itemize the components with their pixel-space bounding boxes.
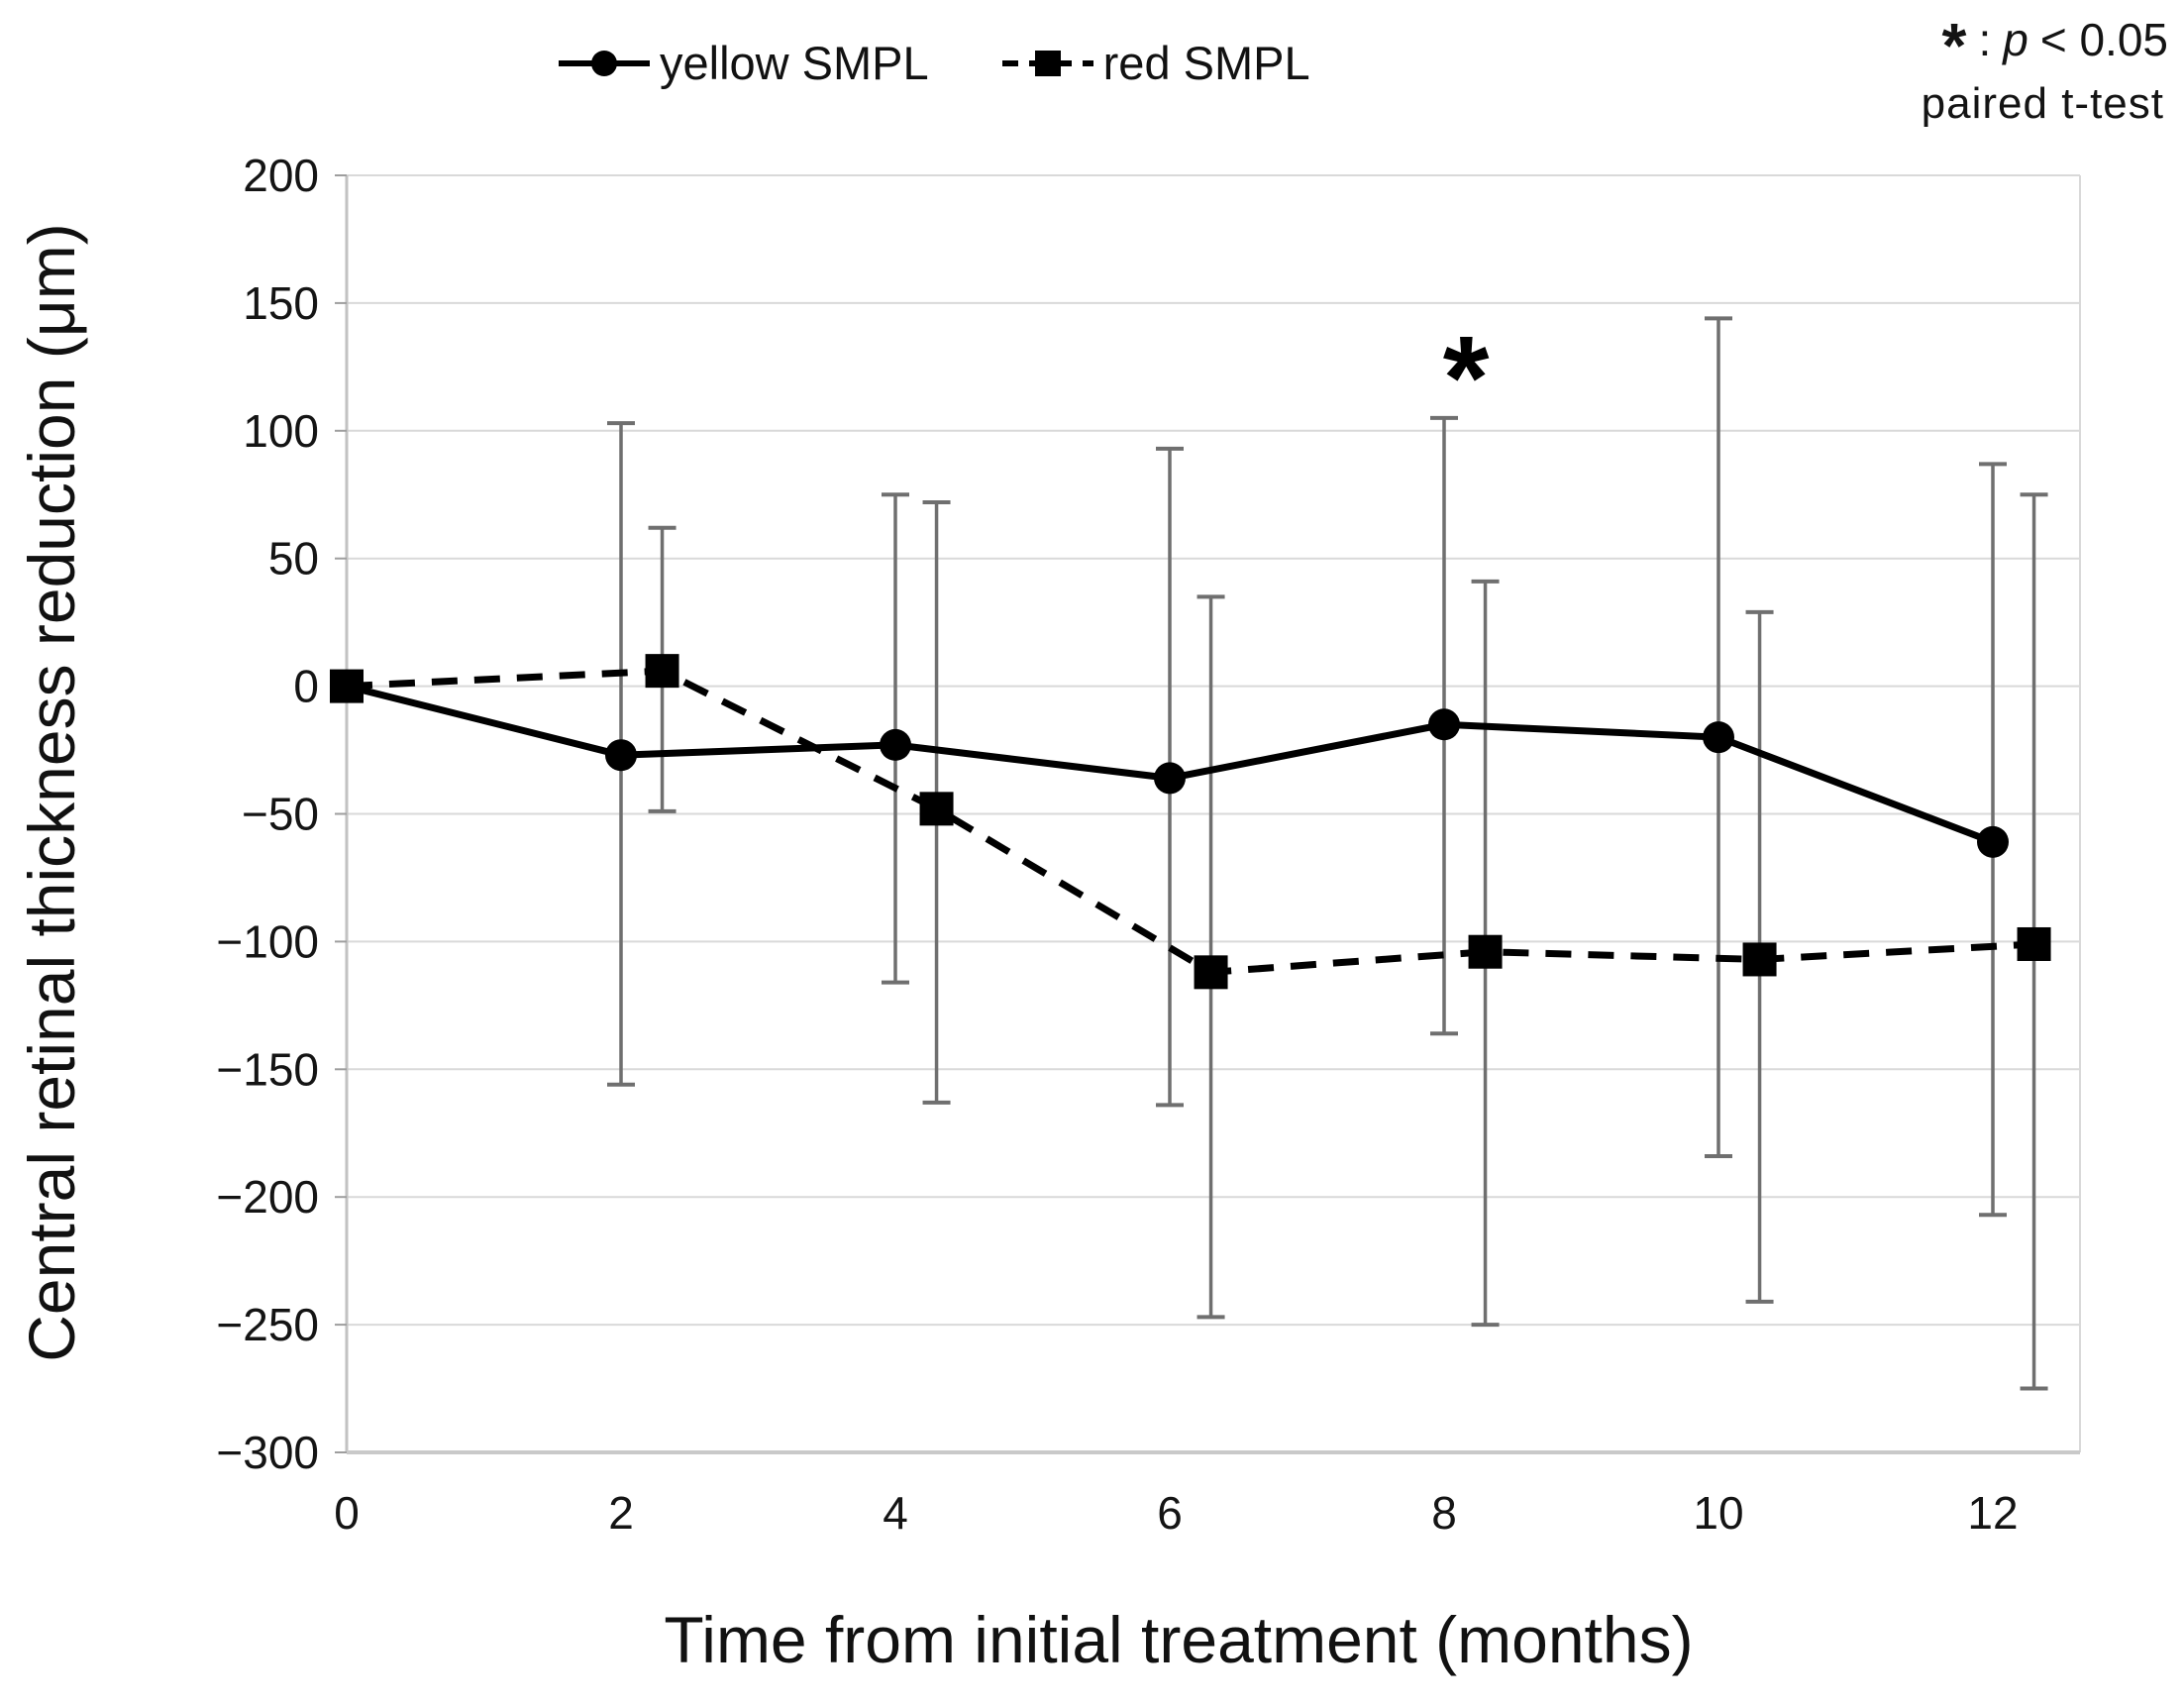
p-threshold: < 0.05 (2039, 14, 2168, 65)
y-tick-label: 100 (243, 405, 319, 457)
data-point-square (1742, 942, 1777, 977)
significance-separator: : (1978, 14, 1992, 65)
legend-label-red-smpl: red SMPL (1102, 37, 1310, 89)
y-tick-label: −150 (216, 1043, 319, 1095)
y-tick-label: 200 (243, 150, 319, 201)
data-point-square (1194, 955, 1228, 990)
y-tick-label: −100 (216, 915, 319, 967)
x-tick-label: 2 (608, 1487, 634, 1539)
y-tick-label: 0 (293, 661, 319, 712)
significance-note: * : p < 0.05 paired t-test (1922, 8, 2168, 129)
y-tick-label: −200 (216, 1171, 319, 1223)
solid-line-circle-marker-icon (559, 50, 650, 76)
data-point-circle (605, 739, 637, 772)
asterisk-icon: * (1941, 10, 1967, 81)
p-symbol: p (2003, 14, 2028, 65)
x-tick-label: 6 (1157, 1487, 1183, 1539)
y-tick-label: −50 (242, 789, 319, 840)
data-point-circle (1428, 708, 1460, 741)
data-point-circle (1154, 762, 1186, 795)
x-tick-label: 8 (1431, 1487, 1457, 1539)
data-point-square (330, 669, 364, 703)
x-axis-label: Time from initial treatment (months) (664, 1603, 1694, 1676)
y-tick-label: −300 (216, 1427, 319, 1478)
data-point-square (2017, 926, 2051, 961)
data-point-square (1468, 934, 1503, 969)
legend-item-red-smpl: red SMPL (998, 36, 1310, 90)
data-point-circle (1977, 825, 2009, 858)
x-tick-label: 4 (883, 1487, 908, 1539)
data-point-circle (1703, 721, 1734, 754)
data-point-square (919, 792, 954, 826)
y-tick-label: 150 (243, 277, 319, 329)
series-line-square (346, 667, 2034, 976)
significance-asterisk: * (1443, 312, 1490, 445)
data-point-circle (880, 728, 911, 761)
x-tick-label: 0 (334, 1487, 360, 1539)
legend: yellow SMPL red SMPL (555, 36, 1310, 90)
significance-note-line2: paired t-test (1921, 79, 2164, 128)
data-point-square (645, 654, 679, 689)
y-axis-label: Central retinal thickness reduction (μm) (15, 223, 88, 1362)
y-tick-label: −250 (216, 1299, 319, 1350)
significance-note-line1: * : p < 0.05 (1922, 8, 2168, 77)
x-tick-label: 10 (1693, 1487, 1743, 1539)
x-tick-label: 12 (1967, 1487, 2018, 1539)
dashed-line-square-marker-icon (1001, 50, 1093, 76)
legend-item-yellow-smpl: yellow SMPL (555, 36, 929, 90)
y-tick-label: 50 (268, 533, 319, 585)
legend-label-yellow-smpl: yellow SMPL (660, 37, 929, 89)
